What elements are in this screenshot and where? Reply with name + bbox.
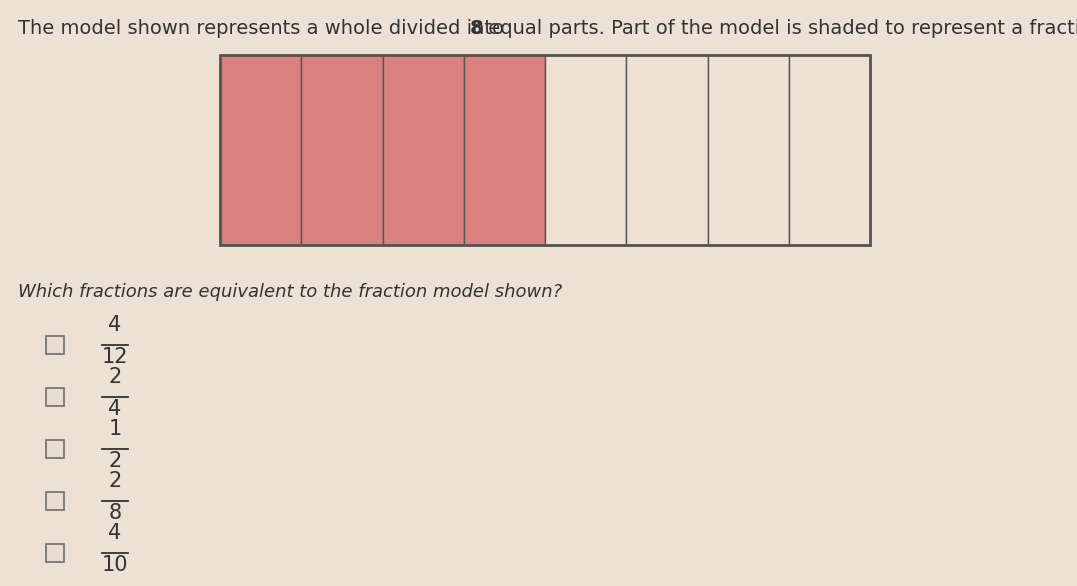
Text: 12: 12 (101, 347, 128, 367)
Text: equal parts. Part of the model is shaded to represent a fraction.: equal parts. Part of the model is shaded… (482, 19, 1077, 38)
Text: 10: 10 (101, 555, 128, 575)
Bar (220, 55, 870, 245)
Bar (464, 55, 545, 245)
Bar (302, 55, 382, 245)
Text: 4: 4 (109, 523, 122, 543)
Text: 1: 1 (109, 419, 122, 439)
Text: 4: 4 (109, 399, 122, 419)
Bar (46, 336, 64, 354)
Text: 2: 2 (109, 471, 122, 491)
Bar (708, 55, 788, 245)
Bar (626, 55, 708, 245)
Bar (46, 492, 64, 510)
Text: Which fractions are equivalent to the fraction model shown?: Which fractions are equivalent to the fr… (18, 283, 562, 301)
Text: 8: 8 (109, 503, 122, 523)
Bar (46, 388, 64, 406)
Bar (788, 55, 870, 245)
Bar (46, 544, 64, 562)
Bar (46, 440, 64, 458)
Text: 8: 8 (470, 19, 484, 38)
Text: 2: 2 (109, 451, 122, 471)
Bar (545, 55, 626, 245)
Bar (382, 55, 464, 245)
Bar (220, 55, 302, 245)
Text: 4: 4 (109, 315, 122, 335)
Text: 2: 2 (109, 367, 122, 387)
Text: The model shown represents a whole divided into: The model shown represents a whole divid… (18, 19, 510, 38)
